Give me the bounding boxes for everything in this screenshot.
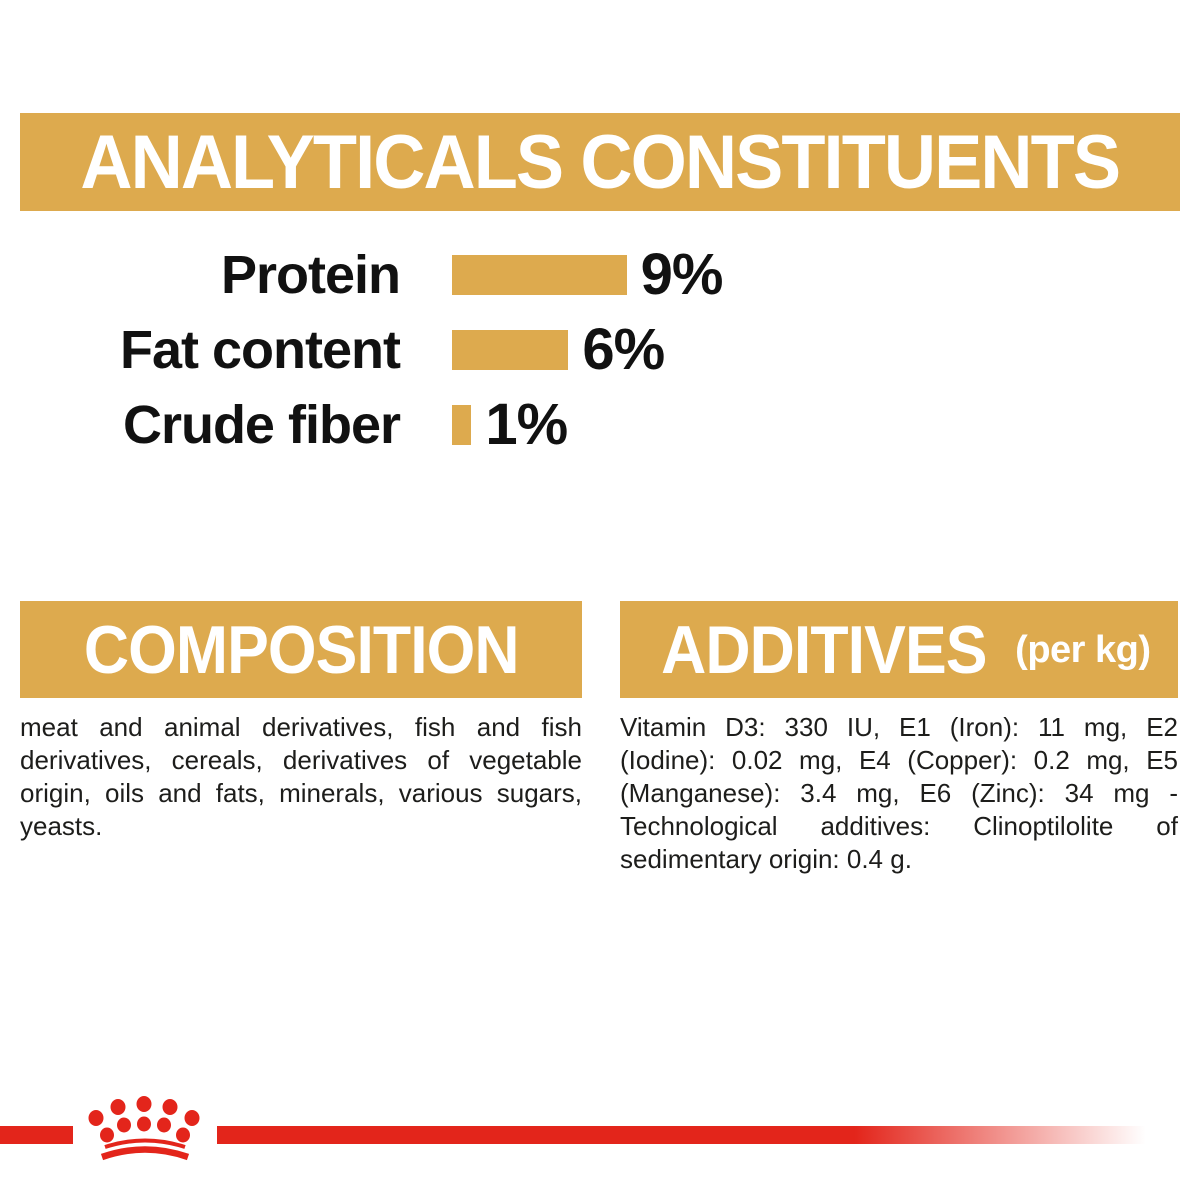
analyticals-title: ANALYTICALS CONSTITUENTS [80, 119, 1122, 205]
additives-body: Vitamin D3: 330 IU, E1 (Iron): 11 mg, E2… [620, 712, 1178, 874]
chart-bar [452, 329, 569, 370]
chart-category-label: Crude fiber [122, 394, 401, 455]
additives-banner: ADDITIVES (per kg) [620, 601, 1178, 698]
chart-category-label: Protein [220, 244, 401, 305]
composition-section: COMPOSITION meat and animal derivatives,… [20, 601, 582, 843]
chart-value-label: 1% [485, 392, 568, 457]
additives-section: ADDITIVES (per kg) Vitamin D3: 330 IU, E… [620, 601, 1178, 876]
additives-title-suffix: (per kg) [1015, 628, 1151, 671]
chart-category-label: Fat content [120, 319, 401, 380]
royal-canin-crown-icon [88, 1096, 200, 1161]
chart-value-label: 6% [582, 317, 665, 382]
composition-title: COMPOSITION [83, 611, 520, 688]
analyticals-banner: ANALYTICALS CONSTITUENTS [20, 113, 1180, 211]
analyticals-rows: Protein 9% Fat content 6% Crude fiber 1% [0, 237, 800, 462]
composition-body: meat and animal derivatives, fish and fi… [20, 712, 582, 841]
additives-title: ADDITIVES [661, 611, 988, 688]
chart-row: Crude fiber 1% [0, 387, 800, 462]
analyticals-bar-chart: Protein 9% Fat content 6% Crude fiber 1% [0, 237, 800, 462]
composition-title-wrap: COMPOSITION [65, 611, 538, 689]
additives-title-wrap: ADDITIVES (per kg) [647, 611, 1151, 689]
brand-band-right [217, 1126, 1155, 1144]
chart-bar [452, 254, 627, 295]
chart-value-label: 9% [640, 242, 724, 307]
chart-bar [452, 404, 472, 445]
chart-row: Fat content 6% [0, 312, 800, 387]
brand-band-left [0, 1126, 73, 1144]
chart-row: Protein 9% [0, 237, 800, 312]
composition-banner: COMPOSITION [20, 601, 582, 698]
